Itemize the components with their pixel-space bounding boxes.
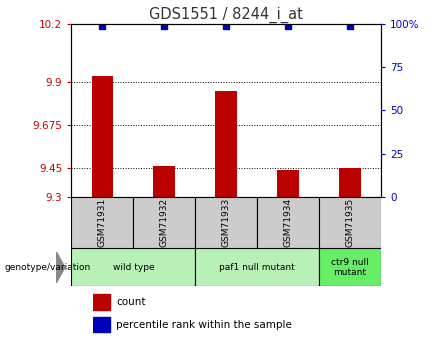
Bar [339, 168, 361, 197]
Bar [93, 294, 110, 310]
Bar [195, 197, 257, 248]
Bar [319, 197, 381, 248]
Bar [153, 166, 175, 197]
Bar [277, 170, 299, 197]
Text: GSM71931: GSM71931 [98, 198, 107, 247]
Text: GSM71932: GSM71932 [160, 198, 169, 247]
Text: ctr9 null
mutant: ctr9 null mutant [331, 258, 369, 277]
Bar [71, 248, 195, 286]
Bar [195, 248, 319, 286]
Text: GSM71933: GSM71933 [222, 198, 231, 247]
Bar [319, 248, 381, 286]
Text: GSM71935: GSM71935 [346, 198, 355, 247]
Bar [215, 91, 237, 197]
Text: paf1 null mutant: paf1 null mutant [220, 263, 295, 272]
Polygon shape [56, 252, 65, 283]
Bar [91, 76, 113, 197]
Text: wild type: wild type [113, 263, 154, 272]
Text: percentile rank within the sample: percentile rank within the sample [116, 320, 292, 330]
Text: count: count [116, 297, 145, 307]
Bar [257, 197, 319, 248]
Title: GDS1551 / 8244_i_at: GDS1551 / 8244_i_at [149, 7, 303, 23]
Text: GSM71934: GSM71934 [284, 198, 293, 247]
Bar [133, 197, 195, 248]
Bar [93, 317, 110, 333]
Bar [71, 197, 133, 248]
Text: genotype/variation: genotype/variation [4, 263, 90, 272]
